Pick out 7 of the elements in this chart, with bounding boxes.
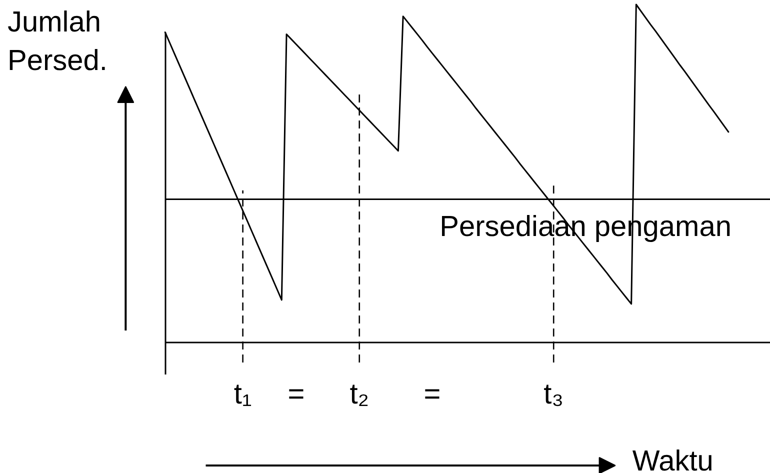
x-tick-label: t₁ <box>234 378 252 410</box>
y-axis-title: Jumlah Persed. <box>8 6 108 77</box>
x-tick-label: = <box>424 378 441 410</box>
x-tick-label: t₂ <box>350 378 370 410</box>
x-tick-label: t₃ <box>544 378 564 410</box>
x-tick-label: = <box>288 378 305 410</box>
x-axis-title: Waktu <box>632 446 714 473</box>
